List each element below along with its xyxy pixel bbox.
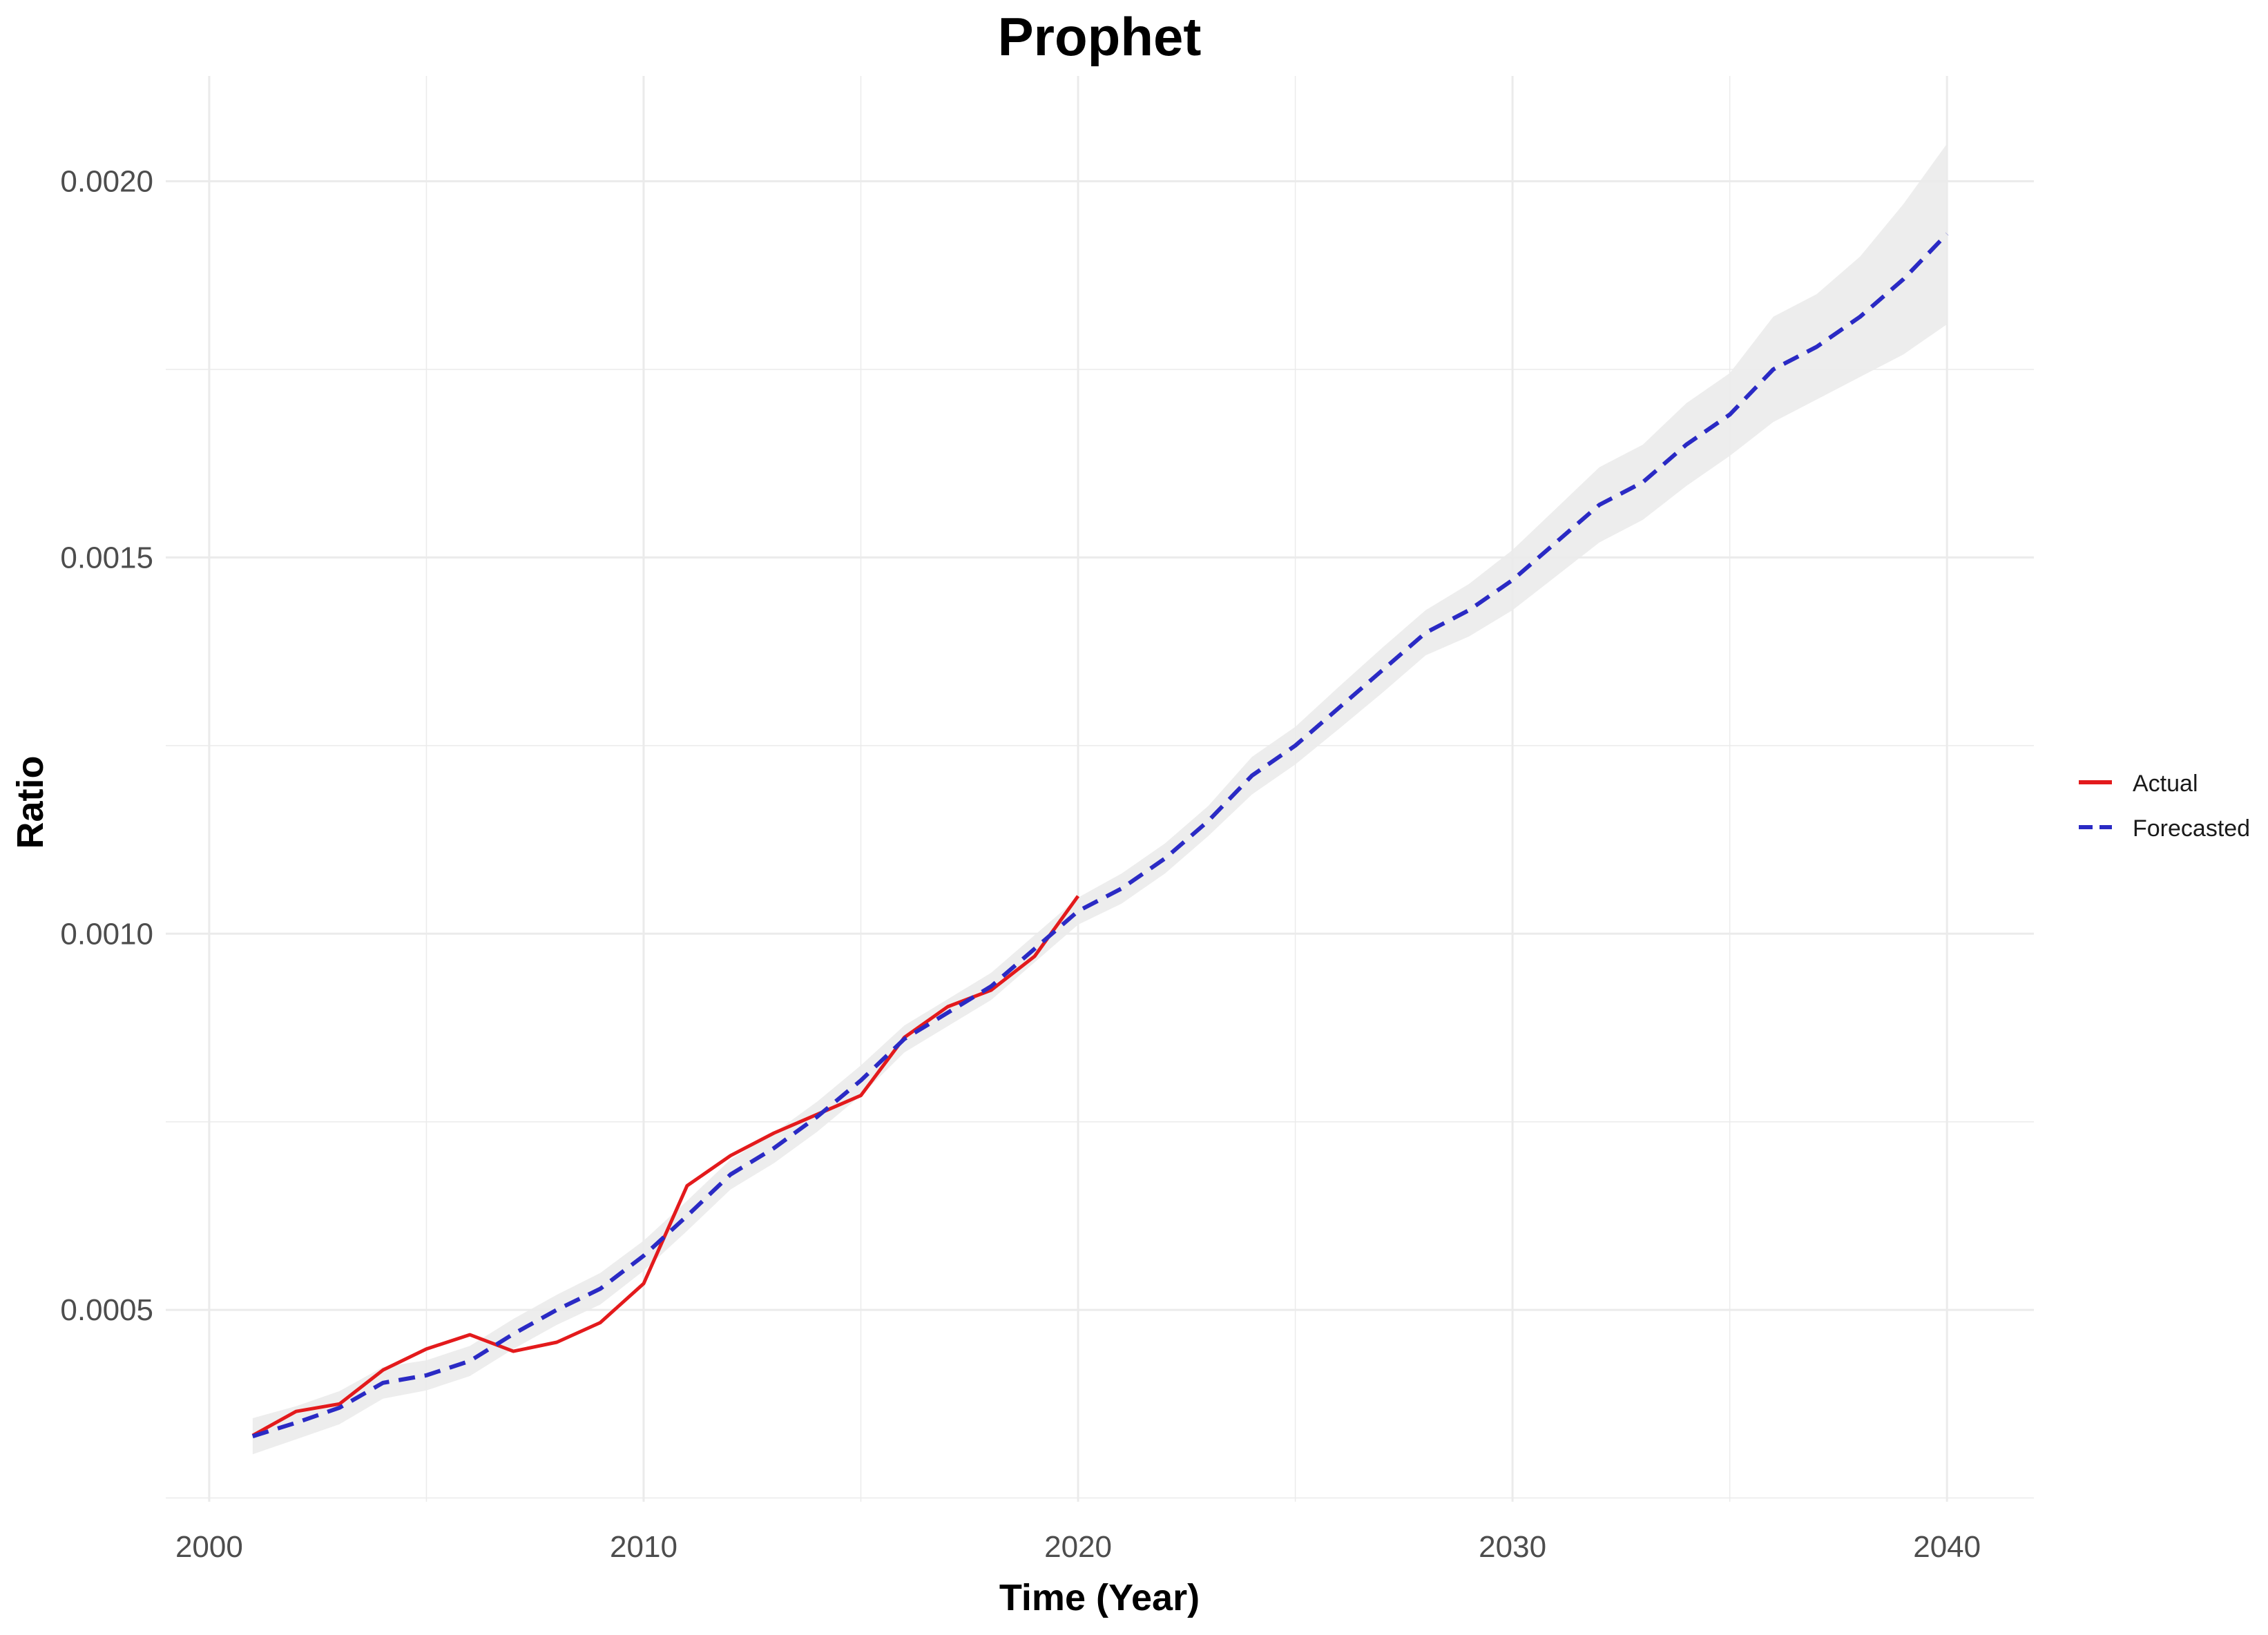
y-tick-label: 0.0010 — [60, 917, 153, 951]
x-tick-label: 2030 — [1479, 1530, 1546, 1564]
x-axis-title: Time (Year) — [999, 1577, 1200, 1618]
x-tick-label: 2020 — [1044, 1530, 1112, 1564]
actual-series-line — [251, 895, 1080, 1438]
legend: Actual Forecasted — [2079, 771, 2250, 842]
legend-label-actual: Actual — [2133, 771, 2198, 797]
y-tick-label: 0.0020 — [60, 165, 153, 199]
y-tick-label: 0.0015 — [60, 541, 153, 574]
legend-label-forecasted: Forecasted — [2133, 815, 2250, 842]
y-axis-title: Ratio — [10, 756, 51, 849]
axes: 2000 2010 2020 2030 2040 0.0005 0.0010 0.0015 0.… — [60, 165, 1981, 1564]
x-tick-label: 2010 — [610, 1530, 677, 1564]
x-tick-label: 2040 — [1913, 1530, 1981, 1564]
y-tick-label: 0.0005 — [60, 1293, 153, 1327]
forecasted-series-line — [251, 232, 1949, 1439]
series-lines — [251, 232, 1949, 1439]
x-tick-label: 2000 — [175, 1530, 243, 1564]
chart-title: Prophet — [998, 6, 1202, 67]
